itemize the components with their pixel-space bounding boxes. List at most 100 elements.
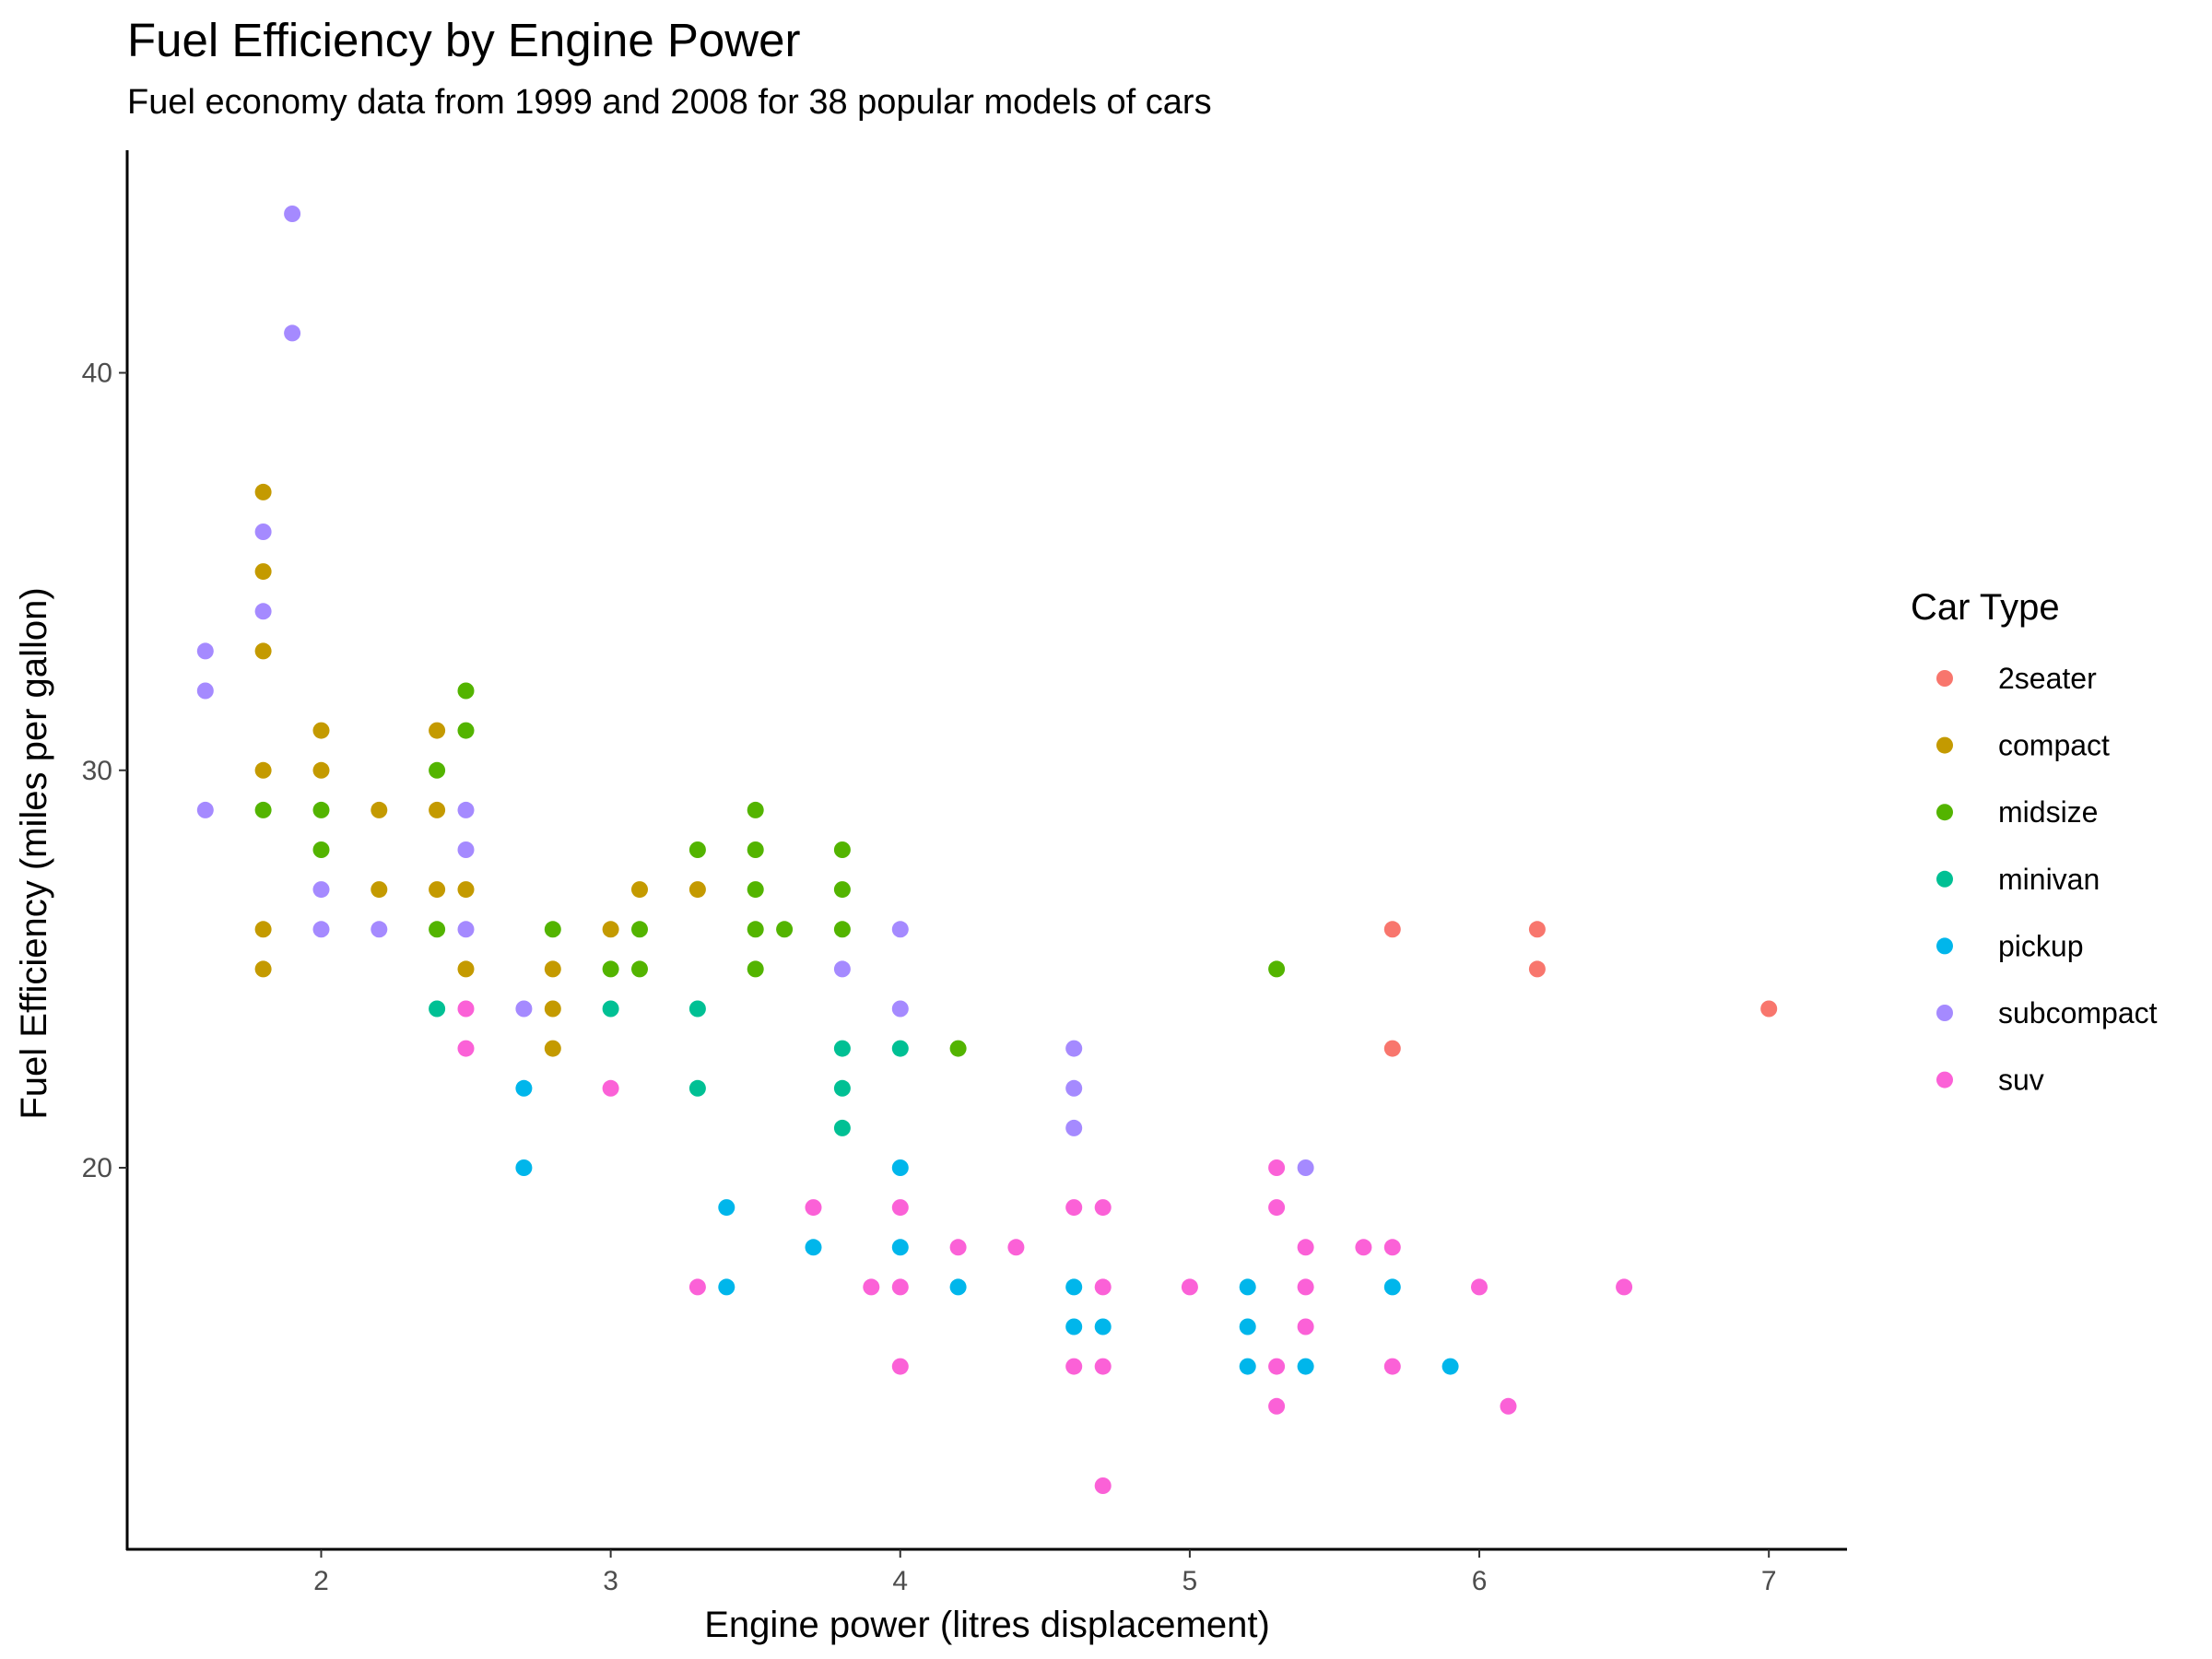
- point-subcompact: [891, 1000, 909, 1018]
- data-points-layer: [196, 206, 1778, 1494]
- point-pickup: [1065, 1318, 1083, 1335]
- point-suv: [891, 1358, 909, 1375]
- legend-key-minivan: [1936, 870, 1953, 888]
- point-suv: [949, 1239, 967, 1256]
- point-midsize: [457, 722, 475, 739]
- point-subcompact: [371, 921, 388, 938]
- point-subcompact: [284, 324, 301, 342]
- point-compact: [254, 483, 272, 500]
- point-midsize: [833, 841, 851, 858]
- point-compact: [429, 881, 446, 899]
- point-compact: [631, 881, 648, 899]
- legend-title: Car Type: [1911, 587, 2060, 628]
- point-midsize: [747, 960, 764, 978]
- point-subcompact: [1297, 1159, 1314, 1176]
- point-suv: [1355, 1239, 1372, 1256]
- point-suv: [457, 1040, 475, 1057]
- point-suv: [602, 1079, 619, 1097]
- chart-title: Fuel Efficiency by Engine Power: [127, 14, 801, 66]
- point-midsize: [429, 921, 446, 938]
- point-suv: [1297, 1318, 1314, 1335]
- point-subcompact: [196, 642, 214, 660]
- point-midsize: [544, 921, 561, 938]
- legend-label-2seater: 2seater: [1998, 662, 2097, 695]
- point-compact: [254, 921, 272, 938]
- legend-label-pickup: pickup: [1998, 929, 2084, 962]
- point-pickup: [718, 1199, 735, 1217]
- point-2seater: [1383, 1040, 1401, 1057]
- x-tick-label: 4: [892, 1566, 908, 1596]
- legend-key-subcompact: [1936, 1005, 1953, 1021]
- point-pickup: [1065, 1278, 1083, 1296]
- x-tick-label: 2: [313, 1566, 329, 1596]
- point-minivan: [602, 1000, 619, 1018]
- point-midsize: [747, 921, 764, 938]
- point-suv: [1094, 1199, 1112, 1217]
- point-midsize: [747, 841, 764, 858]
- point-minivan: [833, 1119, 851, 1136]
- point-compact: [429, 801, 446, 818]
- y-tick-label: 30: [82, 756, 112, 786]
- x-tick-label: 7: [1761, 1566, 1777, 1596]
- point-compact: [371, 881, 388, 899]
- point-minivan: [688, 1000, 706, 1018]
- point-suv: [1094, 1278, 1112, 1296]
- y-axis-title: Fuel Efficiency (miles per gallon): [14, 587, 54, 1119]
- legend-label-suv: suv: [1998, 1064, 2044, 1097]
- point-compact: [544, 1000, 561, 1018]
- point-subcompact: [254, 524, 272, 540]
- point-suv: [1297, 1278, 1314, 1296]
- point-suv: [1094, 1477, 1112, 1494]
- point-midsize: [776, 921, 794, 938]
- legend-key-pickup: [1936, 937, 1953, 955]
- point-midsize: [688, 841, 706, 858]
- point-midsize: [747, 801, 764, 818]
- point-2seater: [1383, 921, 1401, 938]
- point-suv: [1297, 1239, 1314, 1256]
- point-suv: [1065, 1199, 1083, 1217]
- point-compact: [429, 722, 446, 739]
- point-subcompact: [515, 1000, 533, 1018]
- point-suv: [1181, 1278, 1198, 1296]
- point-subcompact: [196, 682, 214, 700]
- point-subcompact: [312, 921, 330, 938]
- x-tick-label: 3: [603, 1566, 618, 1596]
- point-subcompact: [284, 206, 301, 222]
- point-compact: [312, 761, 330, 779]
- point-2seater: [1760, 1000, 1778, 1018]
- point-compact: [254, 563, 272, 581]
- point-midsize: [833, 921, 851, 938]
- x-tick-label: 5: [1182, 1566, 1198, 1596]
- point-subcompact: [1065, 1119, 1083, 1136]
- point-minivan: [833, 1040, 851, 1057]
- point-suv: [1268, 1358, 1286, 1375]
- point-minivan: [688, 1079, 706, 1097]
- point-suv: [1065, 1358, 1083, 1375]
- point-suv: [1383, 1239, 1401, 1256]
- point-midsize: [254, 801, 272, 818]
- point-compact: [312, 722, 330, 739]
- point-suv: [1268, 1397, 1286, 1415]
- x-tick-label: 6: [1472, 1566, 1488, 1596]
- point-suv: [891, 1278, 909, 1296]
- point-pickup: [1094, 1318, 1112, 1335]
- point-suv: [457, 1000, 475, 1018]
- point-minivan: [891, 1040, 909, 1057]
- point-suv: [805, 1199, 822, 1217]
- point-subcompact: [457, 801, 475, 818]
- point-pickup: [1239, 1318, 1256, 1335]
- point-subcompact: [891, 921, 909, 938]
- point-midsize: [312, 801, 330, 818]
- legend-label-compact: compact: [1998, 729, 2110, 762]
- point-midsize: [1268, 960, 1286, 978]
- point-midsize: [631, 921, 648, 938]
- point-pickup: [891, 1159, 909, 1176]
- point-minivan: [429, 1000, 446, 1018]
- point-suv: [1471, 1278, 1488, 1296]
- point-compact: [544, 1040, 561, 1057]
- point-suv: [1500, 1397, 1517, 1415]
- point-compact: [602, 921, 619, 938]
- ticks-layer: 2 3 4 5 6 7 20 30 40: [82, 359, 1777, 1597]
- point-suv: [891, 1199, 909, 1217]
